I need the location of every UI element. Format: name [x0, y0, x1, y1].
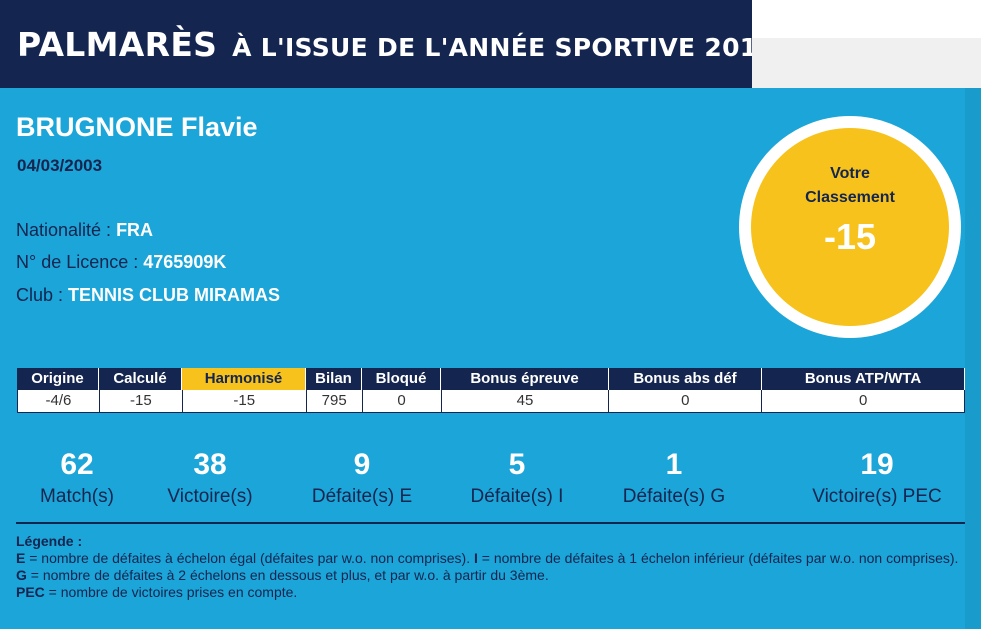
header-harmonise: Harmonisé [182, 368, 306, 390]
cell-harmonise: -15 [182, 390, 307, 412]
legend-title: Légende : [16, 533, 83, 549]
cell-bonus-epreuve: 45 [441, 390, 610, 412]
cell-bloque: 0 [362, 390, 442, 412]
legend-g-text: = nombre de défaites à 2 échelons en des… [26, 567, 549, 583]
legend-i-key: I [474, 550, 478, 566]
stat-label: Défaite(s) G [622, 486, 726, 507]
cell-bonus-abs-def: 0 [609, 390, 763, 412]
license-row: N° de Licence : 4765909K [16, 252, 226, 273]
club-label: Club : [16, 285, 69, 305]
divider [16, 522, 965, 524]
legend-pec-text: = nombre de victoires prises en compte. [44, 584, 298, 600]
stat-defeats-g: 1 Défaite(s) G [594, 446, 754, 510]
cell-bonus-atp-wta: 0 [762, 390, 965, 412]
stat-value: 19 [860, 448, 894, 481]
table-row: -4/6 -15 -15 795 0 45 0 0 [17, 390, 965, 413]
club-row: Club : TENNIS CLUB MIRAMAS [16, 285, 280, 306]
header-origine: Origine [17, 368, 99, 390]
ranking-table: Origine Calculé Harmonisé Bilan Bloqué B… [17, 368, 965, 413]
stat-defeats-i: 5 Défaite(s) I [437, 446, 597, 510]
ranking-label-line1: Votre [830, 165, 870, 182]
legend: Légende : E = nombre de défaites à échel… [16, 533, 971, 601]
cell-bilan: 795 [306, 390, 363, 412]
legend-text: E = nombre de défaites à échelon égal (d… [16, 550, 971, 584]
legend-e-text: = nombre de défaites à échelon égal (déf… [25, 550, 474, 566]
player-birthdate: 04/03/2003 [17, 156, 103, 175]
header-banner: PALMARÈS À L'ISSUE DE L'ANNÉE SPORTIVE 2… [0, 0, 775, 88]
license-label: N° de Licence : [16, 252, 144, 272]
nationality-value: FRA [116, 220, 154, 240]
ranking-badge-inner: Votre Classement -15 [751, 128, 949, 326]
ranking-label: Votre Classement [751, 162, 949, 210]
stat-value: 38 [193, 448, 227, 481]
stats-row: 62 Match(s) 38 Victoire(s) 9 Défaite(s) … [0, 446, 981, 518]
license-value: 4765909K [143, 252, 227, 272]
table-header-row: Origine Calculé Harmonisé Bilan Bloqué B… [17, 368, 965, 390]
legend-e-key: E [16, 550, 26, 566]
stat-label: Victoire(s) PEC [812, 486, 942, 507]
ranking-badge: Votre Classement -15 [739, 116, 961, 338]
stat-victories-pec: 19 Victoire(s) PEC [777, 446, 977, 510]
club-value: TENNIS CLUB MIRAMAS [68, 285, 281, 305]
cell-calcule: -15 [99, 390, 183, 412]
legend-pec-key: PEC [16, 584, 45, 600]
stat-label: Match(s) [40, 486, 114, 507]
title-main: PALMARÈS [17, 25, 218, 64]
stat-value: 1 [665, 448, 683, 481]
header-bonus-abs-def: Bonus abs déf [609, 368, 762, 390]
legend-g-key: G [16, 567, 27, 583]
header-bilan: Bilan [306, 368, 362, 390]
header-bonus-atp-wta: Bonus ATP/WTA [762, 368, 965, 390]
nationality-label: Nationalité : [16, 220, 117, 240]
stat-value: 5 [508, 448, 526, 481]
stat-label: Défaite(s) I [470, 486, 564, 507]
header-bonus-epreuve: Bonus épreuve [441, 368, 609, 390]
player-card: BRUGNONE Flavie 04/03/2003 Nationalité :… [0, 88, 981, 629]
header-calcule: Calculé [99, 368, 182, 390]
page-title: PALMARÈS À L'ISSUE DE L'ANNÉE SPORTIVE 2… [17, 25, 775, 64]
stat-label: Victoire(s) [167, 486, 253, 507]
stat-label: Défaite(s) E [311, 486, 413, 507]
title-rest: À L'ISSUE DE L'ANNÉE SPORTIVE 2018 [232, 33, 776, 62]
player-name: BRUGNONE Flavie [16, 112, 258, 142]
stat-defeats-e: 9 Défaite(s) E [282, 446, 442, 510]
legend-pec: PEC = nombre de victoires prises en comp… [16, 584, 971, 601]
stat-value: 62 [60, 448, 94, 481]
stat-matches: 62 Match(s) [0, 446, 157, 510]
ranking-label-line2: Classement [805, 189, 895, 206]
header-bloque: Bloqué [362, 368, 441, 390]
stat-victories: 38 Victoire(s) [130, 446, 290, 510]
ranking-value: -15 [823, 216, 877, 257]
stat-value: 9 [353, 448, 371, 481]
header-strip [752, 38, 981, 88]
cell-origine: -4/6 [18, 390, 100, 412]
nationality-row: Nationalité : FRA [16, 220, 153, 241]
legend-i-text: = nombre de défaites à 1 échelon inférie… [477, 550, 959, 566]
